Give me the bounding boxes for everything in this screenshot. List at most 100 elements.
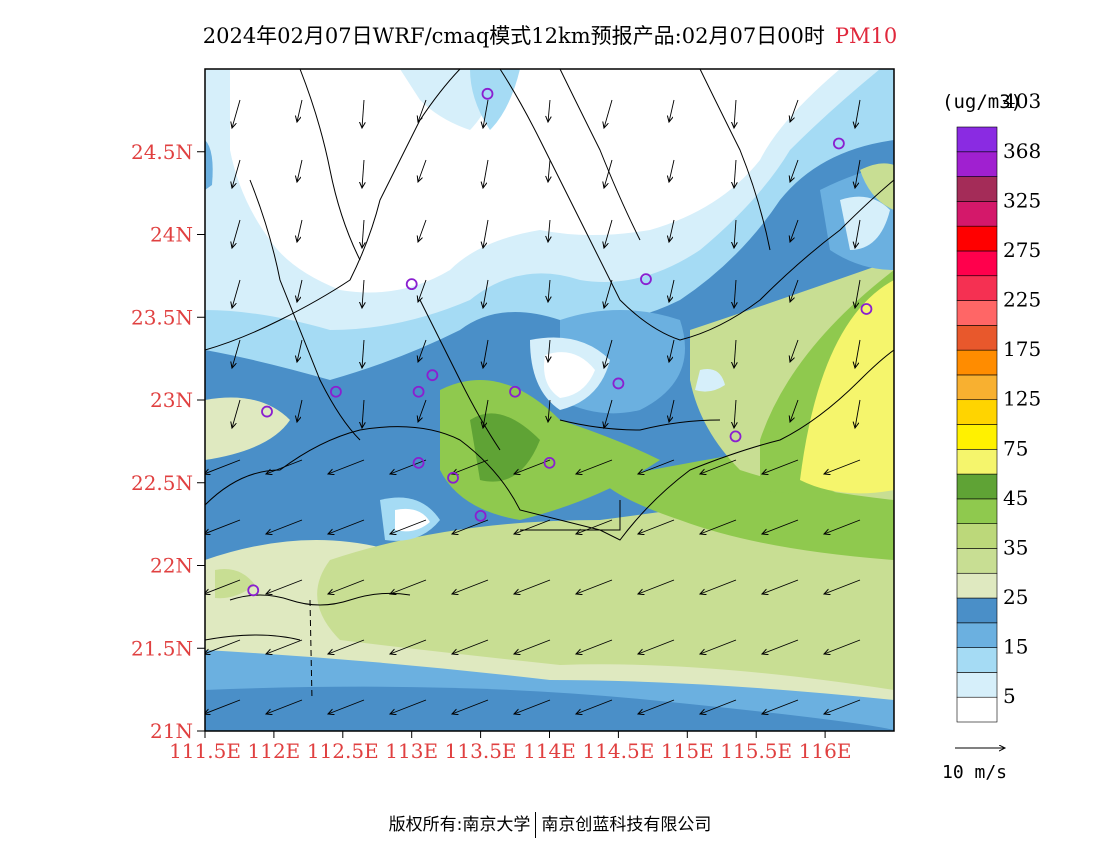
colorbar-swatch <box>956 498 998 524</box>
colorbar-swatch <box>956 548 998 574</box>
colorbar-label: 25 <box>1003 585 1028 609</box>
wind-arrow <box>548 219 550 242</box>
wind-arrow <box>762 699 799 714</box>
station-marker <box>412 385 425 398</box>
colorbar-label: 125 <box>1003 387 1041 411</box>
lon-tick-label: 111.5E <box>169 739 241 763</box>
wind-arrow <box>734 339 736 368</box>
wind-arrow <box>824 579 861 594</box>
wind-arrow <box>232 339 241 368</box>
wind-arrow <box>700 459 737 474</box>
colorbar-swatch <box>956 696 998 723</box>
colorbar-label: 15 <box>1003 635 1028 659</box>
lon-tick-label: 114.5E <box>582 739 654 763</box>
wind-arrow <box>762 459 799 474</box>
wind-arrow <box>205 699 241 714</box>
footer-left: 版权所有:南京大学 <box>388 815 531 835</box>
monitoring-stations <box>247 87 873 597</box>
station-marker <box>481 87 494 100</box>
wind-arrow <box>824 519 861 534</box>
station-marker <box>612 377 625 390</box>
wind-arrow <box>205 459 241 474</box>
colorbar-label: 325 <box>1003 188 1041 212</box>
station-marker <box>640 273 652 286</box>
title-main: 2024年02月07日WRF/cmaq模式12km预报产品:02月07日00时 <box>202 24 825 48</box>
copyright-footer: 版权所有:南京大学 南京创蓝科技有限公司 <box>0 810 1100 838</box>
wind-arrow <box>790 99 799 122</box>
station-marker <box>330 385 342 398</box>
wind-arrow <box>452 579 489 594</box>
wind-arrow <box>576 639 613 654</box>
wind-arrow <box>266 519 303 534</box>
wind-arrow <box>452 699 489 714</box>
wind-arrow <box>362 219 364 248</box>
wind-arrow <box>483 399 489 428</box>
wind-arrow <box>548 399 550 422</box>
wind-arrow <box>669 339 675 362</box>
wind-arrow <box>669 99 675 122</box>
wind-arrow <box>232 99 241 128</box>
wind-arrow <box>669 219 675 242</box>
wind-arrow <box>232 219 241 248</box>
wind-arrow <box>855 279 861 308</box>
station-marker <box>832 137 845 150</box>
wind-arrow <box>669 399 675 422</box>
wind-arrow <box>362 399 364 428</box>
lat-tick-label: 22.5N <box>131 471 193 495</box>
wind-arrow <box>514 519 551 534</box>
wind-arrow <box>734 219 736 248</box>
colorbar-swatch <box>956 176 998 202</box>
colorbar-swatch <box>956 424 998 450</box>
wind-arrow <box>604 339 613 368</box>
wind-arrow <box>638 459 675 474</box>
wind-arrow <box>418 339 427 362</box>
wind-arrow <box>328 579 365 594</box>
wind-arrow <box>604 99 613 128</box>
lon-tick-label: 113E <box>385 739 438 763</box>
wind-arrow <box>328 699 365 714</box>
wind-arrow <box>266 639 303 654</box>
colorbar-label: 275 <box>1003 238 1041 262</box>
wind-arrow <box>638 579 675 594</box>
wind-arrow <box>514 699 551 714</box>
colorbar-label: 175 <box>1003 337 1041 361</box>
wind-arrow <box>576 459 613 474</box>
lat-tick-label: 24.5N <box>131 140 193 164</box>
wind-arrow <box>483 339 489 368</box>
wind-arrow <box>762 639 799 654</box>
wind-arrow <box>604 219 613 248</box>
lon-tick-label: 112E <box>248 739 301 763</box>
lon-tick-label: 115E <box>661 739 714 763</box>
lon-tick-label: 113.5E <box>445 739 517 763</box>
station-marker <box>474 509 487 522</box>
wind-arrow <box>734 279 736 308</box>
station-marker <box>860 303 873 315</box>
wind-arrow <box>328 459 365 474</box>
wind-arrow <box>734 399 736 428</box>
wind-arrow <box>297 159 303 182</box>
wind-arrow <box>297 99 303 122</box>
wind-arrow <box>452 639 489 654</box>
wind-arrow <box>855 219 861 248</box>
colorbar-swatch <box>956 622 998 648</box>
wind-arrow <box>297 219 303 242</box>
station-marker <box>261 405 273 418</box>
colorbar-swatch <box>956 201 998 227</box>
wind-arrow <box>390 579 427 594</box>
wind-arrow <box>762 579 799 594</box>
wind-arrow <box>514 579 551 594</box>
colorbar-swatch <box>956 126 998 153</box>
colorbar-swatch <box>956 597 998 624</box>
longitude-axis: 111.5E 112E 112.5E 113E 113.5E 114E 114.5E 115E… <box>169 731 851 763</box>
wind-arrow <box>855 399 861 428</box>
wind-arrow <box>790 339 799 362</box>
wind-arrow <box>855 99 861 128</box>
wind-arrow <box>824 699 861 714</box>
wind-arrow <box>734 159 736 188</box>
wind-arrow <box>638 519 675 534</box>
wind-arrow <box>390 459 427 474</box>
wind-arrow <box>604 279 613 308</box>
wind-arrow <box>483 279 489 308</box>
colorbar-swatch <box>956 374 998 401</box>
wind-arrow <box>548 279 550 302</box>
